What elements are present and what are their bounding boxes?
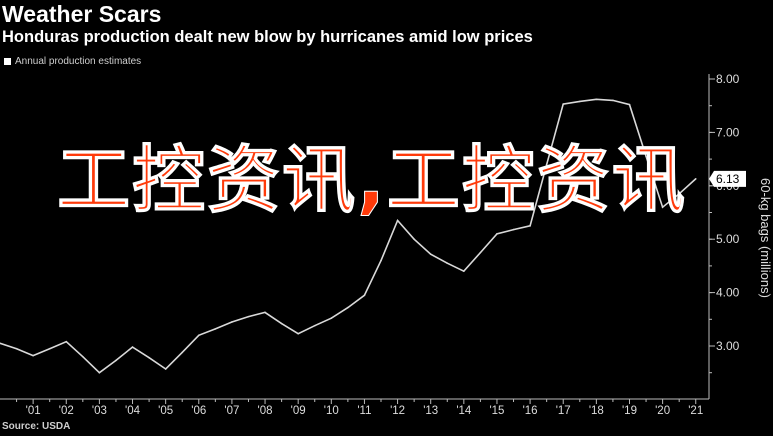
legend-swatch xyxy=(4,58,11,65)
x-tick-label: '16 xyxy=(523,405,538,417)
x-tick-label: '01 xyxy=(26,405,41,417)
data-point xyxy=(98,371,101,374)
callout-value: 6.13 xyxy=(716,172,740,186)
data-point xyxy=(562,103,565,105)
x-tick-label: '07 xyxy=(224,405,239,417)
data-point xyxy=(645,155,647,158)
data-point xyxy=(48,347,51,350)
x-tick-label: '15 xyxy=(489,405,504,417)
x-tick-label: '03 xyxy=(92,405,107,417)
y-tick-label: 8.00 xyxy=(716,72,740,86)
x-tick-label: '18 xyxy=(589,405,604,417)
data-point xyxy=(32,354,34,357)
data-point xyxy=(197,334,200,337)
data-point xyxy=(496,233,498,235)
chart-title: Weather Scars xyxy=(2,1,162,27)
data-point xyxy=(380,259,382,262)
data-point xyxy=(313,324,316,327)
y-tick-label: 5.00 xyxy=(716,232,740,246)
data-point xyxy=(479,251,482,254)
legend: Annual production estimates xyxy=(4,56,141,67)
data-point xyxy=(181,351,184,354)
data-point xyxy=(264,311,266,314)
data-point xyxy=(347,306,349,309)
data-point xyxy=(612,99,614,102)
data-point xyxy=(529,225,531,227)
data-point xyxy=(280,322,283,325)
data-point xyxy=(595,98,598,101)
last-value-callout: 6.13 xyxy=(709,170,746,187)
x-tick-label: '20 xyxy=(655,405,670,417)
data-point xyxy=(65,340,68,343)
x-tick-label: '10 xyxy=(324,405,339,417)
y-axis-label: 60-kg bags (millions) xyxy=(758,178,773,298)
data-point xyxy=(0,342,1,345)
x-tick-label: '21 xyxy=(688,405,703,417)
data-point xyxy=(115,359,117,362)
x-tick-label: '02 xyxy=(59,405,74,417)
data-point xyxy=(247,315,250,318)
chart-subtitle: Honduras production dealt new blow by hu… xyxy=(2,28,533,46)
y-tick-label: 7.00 xyxy=(716,125,740,139)
x-tick-label: '08 xyxy=(258,405,273,417)
data-point xyxy=(82,355,84,358)
data-point xyxy=(661,206,664,208)
data-point xyxy=(231,321,233,323)
y-tick-label: 4.00 xyxy=(716,286,740,300)
data-point xyxy=(214,328,217,330)
data-point xyxy=(148,356,150,359)
data-point xyxy=(396,219,399,222)
data-point xyxy=(131,346,134,348)
x-tick-label: '19 xyxy=(622,405,637,417)
data-point xyxy=(463,270,465,273)
data-point xyxy=(330,317,333,320)
x-tick-label: '11 xyxy=(357,405,371,417)
data-point xyxy=(512,228,515,231)
data-point xyxy=(545,163,548,166)
x-tick-label: '12 xyxy=(390,405,405,417)
source-note: Source: USDA xyxy=(2,421,71,432)
data-point xyxy=(694,178,697,180)
legend-label: Annual production estimates xyxy=(15,56,142,67)
callout-box xyxy=(709,170,746,187)
data-point xyxy=(164,368,167,370)
y-tick-label: 3.00 xyxy=(716,339,740,353)
data-point xyxy=(413,238,415,240)
data-point xyxy=(446,262,449,265)
watermark-text: 工控资讯,工控资讯 xyxy=(57,138,687,224)
data-point xyxy=(678,193,680,195)
data-point xyxy=(15,347,18,350)
x-tick-label: '14 xyxy=(456,405,472,417)
x-tick-label: '04 xyxy=(125,405,141,417)
data-point xyxy=(363,294,366,297)
data-point xyxy=(578,100,581,103)
x-tick-label: '06 xyxy=(191,405,206,417)
data-point xyxy=(628,103,631,106)
x-tick-label: '09 xyxy=(291,405,306,417)
x-tick-label: '13 xyxy=(423,405,438,417)
x-tick-label: '17 xyxy=(556,405,571,417)
x-tick-label: '05 xyxy=(158,405,173,417)
data-point xyxy=(429,253,432,255)
data-point xyxy=(297,332,299,335)
